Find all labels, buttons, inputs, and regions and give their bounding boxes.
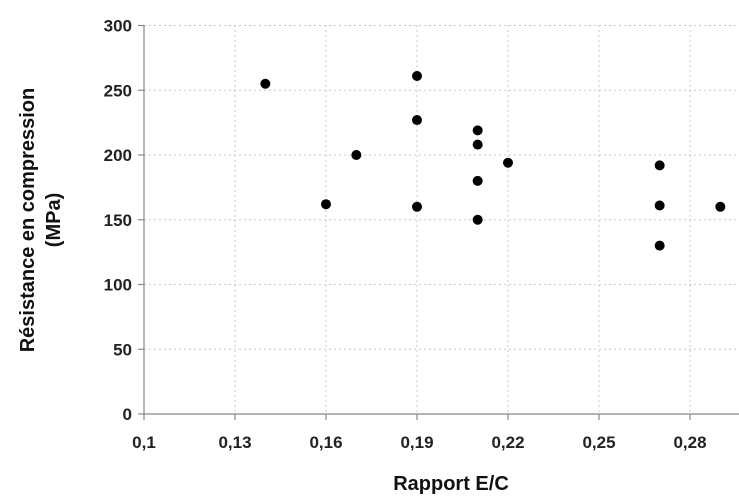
data-point (351, 150, 362, 160)
data-point (472, 125, 483, 136)
data-point (715, 201, 726, 212)
x-tick-label: 0,16 (309, 433, 342, 452)
y-tick-label: 200 (104, 146, 132, 165)
data-point (411, 115, 422, 126)
data-point (502, 157, 513, 168)
y-tick-label: 300 (104, 17, 132, 36)
data-point (654, 160, 665, 171)
data-point (654, 200, 665, 211)
y-axis-title-line-2: (MPa) (43, 193, 65, 247)
data-point (472, 175, 483, 186)
data-point (260, 78, 271, 89)
y-tick-label: 150 (104, 211, 132, 230)
y-tick-label: 0 (123, 405, 132, 424)
x-tick-label: 0,25 (582, 433, 615, 452)
data-point (411, 71, 422, 82)
tick-labels: 0 50 100 150 200 250 300 0,1 0,13 0,16 0,19 0,22 0,2… (104, 17, 707, 453)
x-axis-title: Rapport E/C (393, 473, 509, 495)
data-point (472, 139, 483, 150)
data-points (260, 71, 726, 251)
y-tick-label: 100 (104, 276, 132, 295)
y-axis-title-line-1: Résistance en compression (17, 88, 39, 353)
x-tick-label: 0,22 (491, 433, 524, 452)
y-tick-label: 50 (113, 340, 132, 359)
data-point (654, 240, 665, 251)
data-point (411, 201, 422, 212)
x-tick-label: 0,28 (673, 433, 706, 452)
x-tick-label: 0,13 (218, 433, 251, 452)
x-tick-label: 0,1 (132, 433, 156, 452)
data-point (472, 214, 483, 225)
data-point (320, 199, 331, 210)
y-tick-label: 250 (104, 81, 132, 100)
grid (144, 25, 739, 414)
x-tick-label: 0,19 (400, 433, 433, 452)
